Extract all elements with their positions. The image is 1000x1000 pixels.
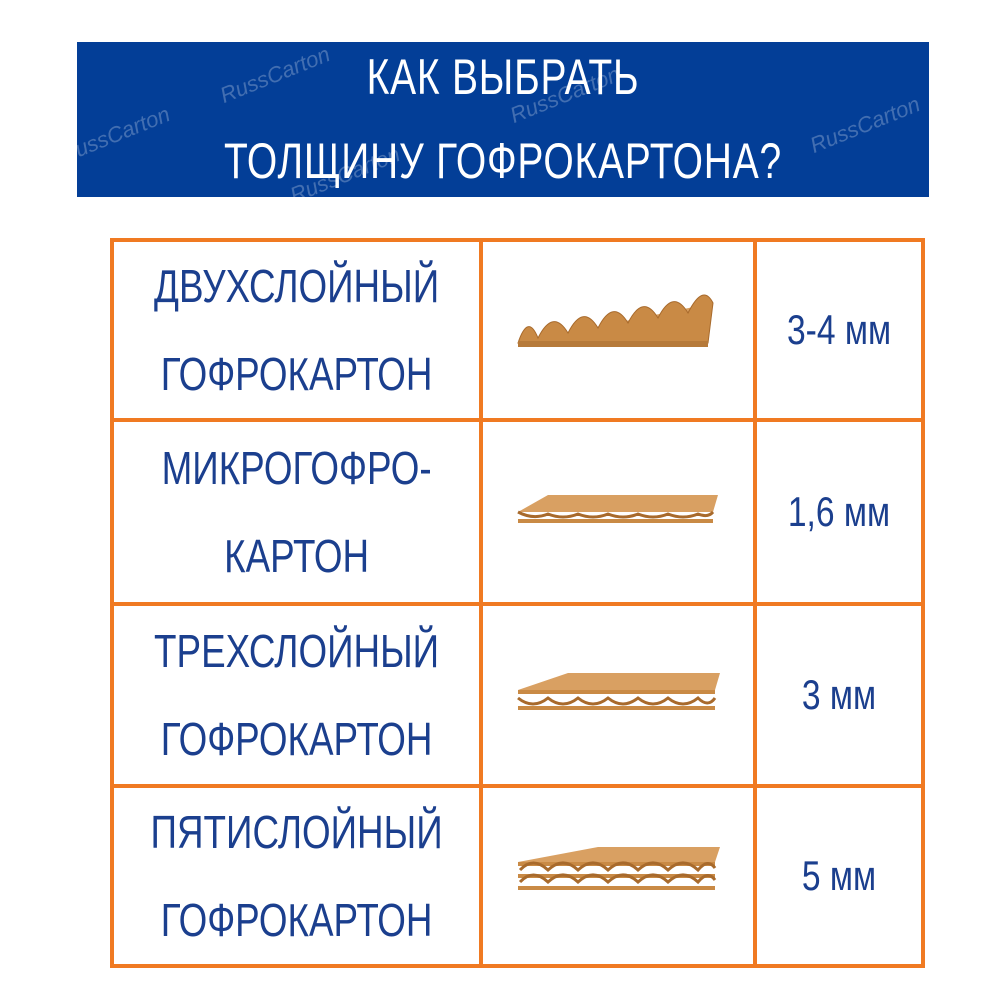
type-name: КАРТОН bbox=[224, 530, 370, 582]
cardboard-image bbox=[479, 238, 758, 422]
thickness-value: 3-4 мм bbox=[787, 306, 892, 353]
thickness-value: 1,6 мм bbox=[788, 488, 891, 535]
cardboard-three-layer-icon bbox=[517, 672, 721, 710]
type-cell: ДВУХСЛОЙНЫЙ ГОФРОКАРТОН bbox=[109, 238, 484, 422]
type-cell: МИКРОГОФРО- КАРТОН bbox=[109, 418, 484, 606]
cardboard-single-face-icon bbox=[517, 294, 714, 347]
table-row: МИКРОГОФРО- КАРТОН 1,6 мм bbox=[109, 418, 926, 606]
type-name: ГОФРОКАРТОН bbox=[160, 348, 433, 400]
type-name: ДВУХСЛОЙНЫЙ bbox=[154, 260, 440, 312]
title-banner: RussCarton RussCarton RussCarton RussCar… bbox=[56, 41, 929, 208]
type-name: ПЯТИСЛОЙНЫЙ bbox=[150, 806, 443, 858]
type-cell: ПЯТИСЛОЙНЫЙ ГОФРОКАРТОН bbox=[109, 784, 484, 968]
cardboard-micro-icon bbox=[517, 494, 719, 523]
thickness-cell: 1,6 мм bbox=[753, 418, 926, 606]
cardboard-five-layer-icon bbox=[518, 846, 721, 890]
thickness-value: 5 мм bbox=[802, 852, 877, 899]
thickness-table: ДВУХСЛОЙНЫЙ ГОФРОКАРТОН 3-4 мм МИКРОГОФРО… bbox=[109, 238, 926, 968]
cardboard-image bbox=[479, 418, 758, 606]
cardboard-image bbox=[479, 602, 758, 788]
type-name: ГОФРОКАРТОН bbox=[160, 713, 433, 765]
type-name: МИКРОГОФРО- bbox=[161, 442, 432, 494]
type-cell: ТРЕХСЛОЙНЫЙ ГОФРОКАРТОН bbox=[109, 602, 484, 788]
table-row: ПЯТИСЛОЙНЫЙ ГОФРОКАРТОН 5 мм bbox=[109, 784, 926, 968]
thickness-cell: 3-4 мм bbox=[753, 238, 926, 422]
cardboard-image bbox=[479, 784, 758, 968]
title-line-2: ТОЛЩИНУ ГОФРОКАРТОНА? bbox=[224, 133, 782, 189]
type-name: ТРЕХСЛОЙНЫЙ bbox=[154, 625, 440, 677]
table-row: ТРЕХСЛОЙНЫЙ ГОФРОКАРТОН 3 мм bbox=[109, 602, 926, 788]
table-row: ДВУХСЛОЙНЫЙ ГОФРОКАРТОН 3-4 мм bbox=[109, 238, 926, 422]
title-line-1: КАК ВЫБРАТЬ bbox=[366, 49, 640, 105]
thickness-value: 3 мм bbox=[802, 671, 877, 718]
watermark-logo: RussCarton bbox=[56, 101, 174, 168]
thickness-cell: 5 мм bbox=[753, 784, 926, 968]
thickness-cell: 3 мм bbox=[753, 602, 926, 788]
type-name: ГОФРОКАРТОН bbox=[160, 894, 433, 946]
